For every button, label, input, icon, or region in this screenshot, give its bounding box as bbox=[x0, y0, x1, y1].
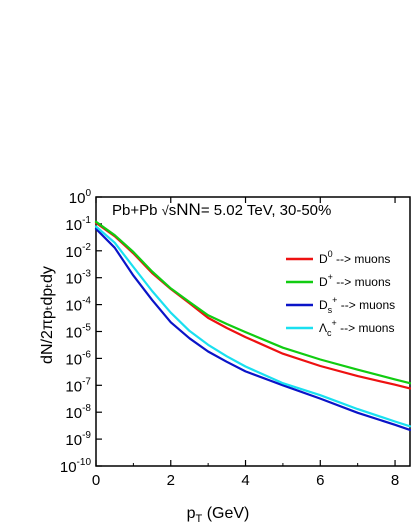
annotation-sqrt: √ bbox=[162, 203, 170, 218]
legend-label-2: Ds+ --> muons bbox=[319, 295, 395, 315]
y-tick-label: 100 bbox=[69, 188, 92, 207]
y-tick-label: 10-6 bbox=[65, 349, 91, 368]
y-tick-label: 10-10 bbox=[60, 457, 92, 476]
y-axis: 100 10-1 10-2 10-3 10-4 10-5 10-6 10-7 10-8 10-9 1… bbox=[60, 188, 102, 476]
x-tick-label: 6 bbox=[316, 472, 324, 489]
legend-label-0: D0 --> muons bbox=[319, 249, 390, 266]
series-line-1 bbox=[94, 220, 411, 385]
series-line-2 bbox=[94, 227, 411, 431]
x-tick-label: 0 bbox=[92, 472, 100, 489]
x-axis-title: pT (GeV) bbox=[187, 505, 250, 525]
legend-label-1: D+ --> muons bbox=[319, 272, 391, 289]
y-tick-label: 10-5 bbox=[65, 323, 91, 342]
y-tick-label: 10-3 bbox=[65, 269, 91, 288]
x-tick-label: 4 bbox=[241, 472, 249, 489]
annotation-suffix: = 5.02 TeV, 30-50% bbox=[201, 202, 332, 219]
x-tick-label: 8 bbox=[391, 472, 399, 489]
annotation-prefix: Pb+Pb bbox=[112, 202, 162, 219]
y-tick-label: 10-8 bbox=[65, 403, 91, 422]
x-tick-label: 2 bbox=[167, 472, 175, 489]
chart-annotation: Pb+Pb √sNN= 5.02 TeV, 30-50% bbox=[112, 200, 331, 219]
y-axis-title: dN/2πpₜdpₜdy bbox=[39, 266, 56, 364]
y-tick-label: 10-2 bbox=[65, 242, 91, 261]
legend: D0 --> muons D+ --> muons Ds+ --> muons Λc+… bbox=[286, 249, 395, 338]
series-line-3 bbox=[94, 225, 411, 428]
annotation-nn: NN bbox=[176, 200, 201, 219]
y-tick-label: 10-4 bbox=[65, 296, 91, 315]
x-axis-title-sub: T bbox=[196, 513, 203, 525]
annotation-s: s bbox=[169, 202, 177, 219]
y-tick-label: 10-7 bbox=[65, 376, 91, 395]
series-layer bbox=[94, 220, 411, 431]
x-axis-title-main: p bbox=[187, 505, 196, 522]
x-axis: 0 2 4 6 8 bbox=[92, 197, 399, 489]
x-axis-title-rest: (GeV) bbox=[202, 505, 249, 522]
legend-label-3: Λc+ --> muons bbox=[319, 318, 394, 338]
y-tick-label: 10-9 bbox=[65, 430, 91, 449]
y-tick-label: 10-1 bbox=[65, 215, 91, 234]
